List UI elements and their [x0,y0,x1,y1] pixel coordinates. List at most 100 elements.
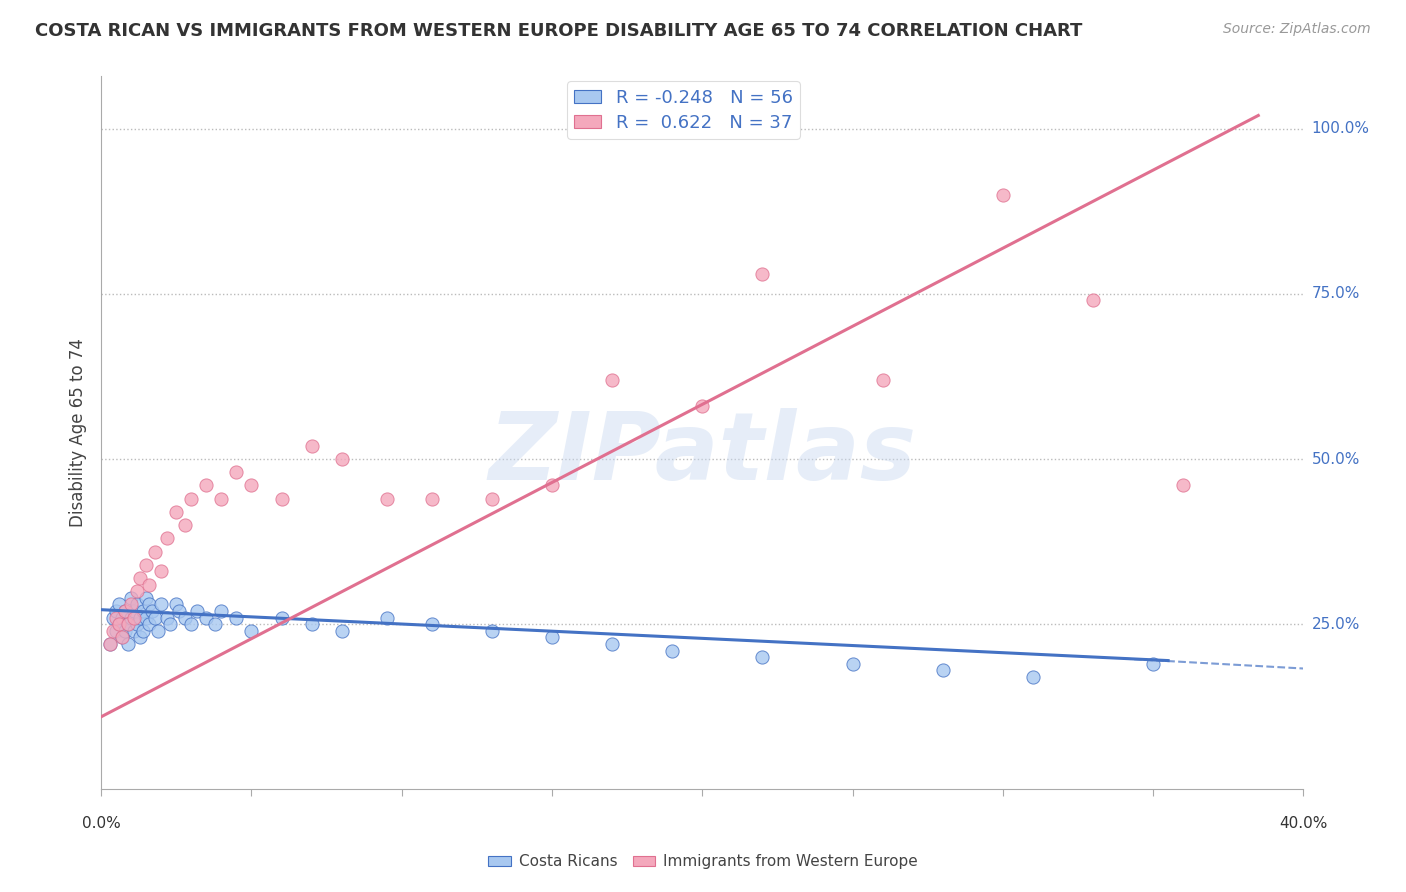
Y-axis label: Disability Age 65 to 74: Disability Age 65 to 74 [69,338,87,527]
Point [991,187,1014,202]
Point [124,610,146,624]
Point [108,617,131,632]
Point [114,604,136,618]
Point [127,584,149,599]
Point [132,604,155,618]
Point [195,478,218,492]
Point [330,452,353,467]
Point [98,637,121,651]
Point [174,518,197,533]
Point [127,598,149,612]
Point [751,267,773,281]
Legend: R = -0.248   N = 56, R =  0.622   N = 37: R = -0.248 N = 56, R = 0.622 N = 37 [567,81,800,139]
Point [211,604,233,618]
Point [111,631,134,645]
Point [124,624,146,638]
Point [138,617,160,632]
Point [1142,657,1164,671]
Point [159,617,181,632]
Point [211,491,233,506]
Point [103,624,125,638]
Point [114,624,136,638]
Point [1081,293,1104,308]
Text: 25.0%: 25.0% [1312,616,1360,632]
Point [690,399,713,413]
Point [1022,670,1045,684]
Text: 100.0%: 100.0% [1312,121,1369,136]
Point [225,465,247,479]
Text: 50.0%: 50.0% [1312,451,1360,467]
Point [129,571,152,585]
Point [600,637,623,651]
Point [301,439,323,453]
Point [165,598,187,612]
Point [931,664,953,678]
Point [108,617,131,632]
Point [129,631,152,645]
Point [143,610,166,624]
Point [114,604,136,618]
Point [872,373,894,387]
Point [124,604,146,618]
Point [98,637,121,651]
Point [541,631,564,645]
Point [156,610,179,624]
Point [141,604,163,618]
Point [103,610,125,624]
Point [129,610,152,624]
Point [165,505,187,519]
Point [330,624,353,638]
Point [1171,478,1194,492]
Point [135,591,157,605]
Point [174,610,197,624]
Point [240,478,263,492]
Point [169,604,191,618]
Point [135,610,157,624]
Text: Source: ZipAtlas.com: Source: ZipAtlas.com [1223,22,1371,37]
Point [751,650,773,665]
Point [301,617,323,632]
Point [148,624,170,638]
Point [105,610,128,624]
Text: 40.0%: 40.0% [1279,816,1327,831]
Legend: Costa Ricans, Immigrants from Western Europe: Costa Ricans, Immigrants from Western Eu… [482,848,924,875]
Point [138,598,160,612]
Point [105,604,128,618]
Point [108,598,131,612]
Text: 75.0%: 75.0% [1312,286,1360,301]
Point [111,631,134,645]
Point [600,373,623,387]
Point [127,617,149,632]
Point [150,598,173,612]
Point [375,610,398,624]
Point [270,610,292,624]
Point [111,610,134,624]
Point [180,491,202,506]
Point [117,617,139,632]
Point [270,491,292,506]
Point [135,558,157,572]
Point [195,610,218,624]
Point [120,591,142,605]
Text: ZIPatlas: ZIPatlas [488,408,917,500]
Point [240,624,263,638]
Point [150,565,173,579]
Point [420,617,443,632]
Point [120,598,142,612]
Point [375,491,398,506]
Point [225,610,247,624]
Point [661,643,683,657]
Point [204,617,226,632]
Point [841,657,863,671]
Point [105,624,128,638]
Point [120,610,142,624]
Point [541,478,564,492]
Text: 0.0%: 0.0% [82,816,121,831]
Point [420,491,443,506]
Text: COSTA RICAN VS IMMIGRANTS FROM WESTERN EUROPE DISABILITY AGE 65 TO 74 CORRELATIO: COSTA RICAN VS IMMIGRANTS FROM WESTERN E… [35,22,1083,40]
Point [117,617,139,632]
Point [481,624,503,638]
Point [156,532,179,546]
Point [143,544,166,558]
Point [132,624,155,638]
